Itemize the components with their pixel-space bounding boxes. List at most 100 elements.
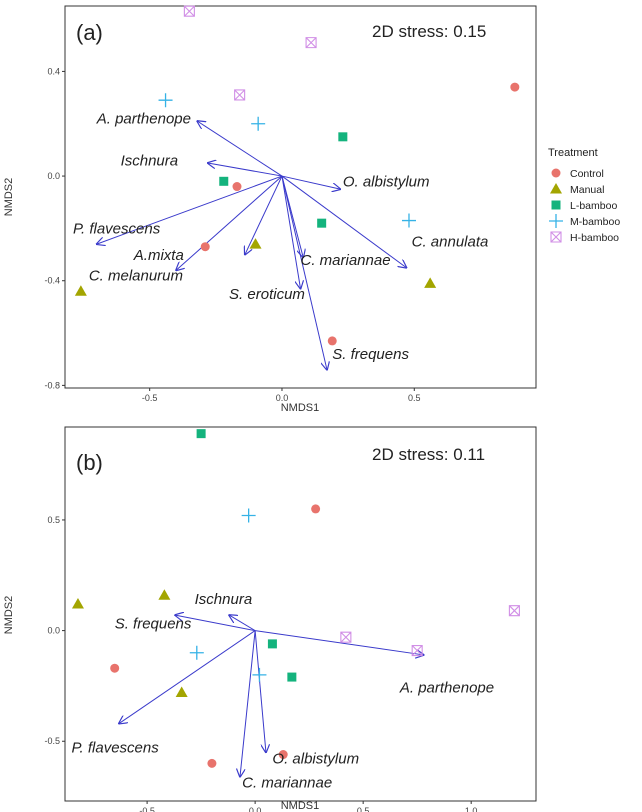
panel-a-point-h-bamboo-3: [234, 89, 246, 101]
panel-a-point-control-4: [327, 336, 337, 346]
panel-b-point-manual-3: [175, 686, 188, 698]
panel-a-vector-s-frequens: [281, 175, 327, 370]
panel-b-vector-a-parthenope: [255, 630, 424, 655]
panel-b-point-control-1: [311, 504, 321, 514]
panel-a-vector-label-c-melanurum: C. melanurum: [89, 268, 183, 285]
panel-b-ytick-label: 0.5: [47, 515, 60, 525]
panel-a-xlabel: NMDS1: [281, 402, 320, 414]
panel-b-vector-label-ischnura: Ischnura: [195, 591, 253, 608]
panel-a-vector-label-ischnura: Ischnura: [121, 153, 179, 170]
panel-a-point-m-bamboo-1: [158, 93, 173, 108]
legend-label-l-bamboo: L-bamboo: [570, 200, 617, 212]
panel-a-point-control-1: [510, 82, 520, 92]
panel-b-xtick-label: 1.0: [465, 806, 478, 812]
legend-key-l-bamboo: [551, 200, 561, 210]
panel-b-vector-s-frequens: [175, 615, 256, 632]
panel-a-vector-label-c-annulata: C. annulata: [412, 234, 489, 251]
panel-a-vector-c-melanurum: [245, 175, 283, 254]
panel-a-xtick-label: 0.5: [408, 393, 421, 403]
panel-b-point-h-bamboo-1: [340, 631, 352, 643]
panel-b-vector-label-a-parthenope: A. parthenope: [399, 680, 494, 697]
panel-a-ylabel: NMDS2: [3, 178, 15, 217]
panel-a-vector-label-a-mixta: A.mixta: [133, 247, 184, 264]
panel-b-label: (b): [76, 450, 103, 475]
panel-b-point-l-bamboo-2: [267, 639, 277, 649]
panel-b-stress: 2D stress: 0.11: [372, 445, 485, 464]
panel-a-label: (a): [76, 20, 103, 45]
panel-b-point-control-4: [278, 750, 288, 760]
panel-a-plot: -0.5 0.0 0.5 0.4 0.0 -0.4 -0.8 A. parthenope Is…: [3, 5, 537, 414]
panel-b-ytick-label: -0.5: [44, 736, 60, 746]
panel-a-vector-label-s-eroticum: S. eroticum: [229, 286, 305, 303]
panel-b-xtick-label: 0.5: [357, 806, 370, 812]
panel-a-vector-label-p-flavescens: P. flavescens: [73, 221, 161, 238]
legend-key-h-bamboo: [550, 231, 562, 243]
panel-a-frame: [64, 5, 537, 389]
panel-b-xtick-label: 0.0: [249, 806, 262, 812]
legend-key-m-bamboo: [549, 214, 563, 228]
panel-a-vector-o-albistylum: [281, 175, 340, 189]
panel-b-point-m-bamboo-2: [189, 645, 204, 660]
legend-title: Treatment: [548, 147, 598, 159]
panel-b-xtick-label: -0.5: [139, 806, 155, 812]
panel-b-vector-ischnura: [229, 615, 256, 632]
panel-a-xtick-label: -0.5: [142, 393, 158, 403]
panel-a-stress: 2D stress: 0.15: [372, 22, 486, 41]
panel-b-points: [71, 429, 520, 768]
panel-a-vector-label-c-mariannae: C. mariannae: [301, 252, 391, 269]
panel-b-point-manual-1: [71, 598, 84, 609]
panel-b-vector-label-p-flavescens: P. flavescens: [71, 739, 159, 756]
legend-key-manual: [550, 183, 562, 194]
panel-b-vector-label-c-mariannae: C. mariannae: [242, 775, 332, 792]
panel-b-point-h-bamboo-2: [411, 644, 423, 657]
panel-b-point-m-bamboo-3: [252, 667, 267, 682]
panel-a-point-m-bamboo-3: [401, 213, 416, 228]
legend-label-h-bamboo: H-bamboo: [570, 232, 619, 244]
panel-b-vectors: [119, 615, 424, 777]
panel-a-ytick-label: 0.0: [47, 171, 60, 181]
panel-b-point-manual-2: [158, 589, 171, 600]
panel-b-ylabel: NMDS2: [3, 596, 15, 635]
panel-a-vectors: [97, 121, 407, 370]
panel-b-ytick-label: 0.0: [47, 626, 60, 636]
panel-b-frame: [64, 426, 537, 802]
panel-a-point-m-bamboo-2: [251, 116, 266, 131]
panel-b-xlabel: NMDS1: [281, 800, 320, 812]
legend-items: Control Manual L-bamboo M-bamboo H-bamboo: [549, 168, 620, 244]
panel-a-vector-ischnura: [208, 163, 283, 177]
panel-b-point-control-2: [110, 663, 120, 673]
panel-a-point-control-2: [200, 242, 210, 252]
legend: Treatment Control Manual L-bamboo M-bamboo H…: [548, 147, 620, 244]
panel-a-point-control-3: [232, 182, 242, 192]
panel-a-vector-c-annulata: [281, 175, 406, 268]
panel-b-ticks: -0.5 0.0 0.5 1.0 0.5 0.0 -0.5: [44, 515, 477, 812]
panel-b-point-l-bamboo-3: [287, 672, 297, 682]
panel-a-vector-label-a-parthenope: A. parthenope: [96, 111, 191, 128]
panel-a-ytick-label: -0.8: [44, 380, 60, 390]
panel-a-vector-label-o-albistylum: O. albistylum: [343, 174, 430, 191]
panel-a-point-l-bamboo-1: [338, 132, 348, 142]
legend-key-control: [551, 168, 561, 178]
legend-label-m-bamboo: M-bamboo: [570, 216, 620, 228]
panel-a-xtick-label: 0.0: [276, 393, 289, 403]
panel-b-point-control-3: [207, 758, 217, 768]
panel-b-vector-c-mariannae: [240, 630, 256, 777]
panel-a-point-manual-2: [424, 277, 437, 288]
panel-a-vector-p-flavescens: [97, 175, 283, 244]
panel-a-vector-labels: A. parthenope Ischnura O. albistylum P. fla…: [73, 111, 488, 363]
panel-b-vector-label-s-frequens: S. frequens: [115, 615, 192, 632]
legend-label-control: Control: [570, 168, 604, 180]
panel-a-vector-a-parthenope: [197, 121, 283, 177]
panel-b-vector-label-o-albistylum: O. albistylum: [272, 750, 359, 767]
panel-a-point-h-bamboo-2: [305, 37, 317, 49]
panel-b-point-m-bamboo-1: [241, 508, 256, 523]
panel-a-point-manual-3: [74, 285, 87, 296]
panel-b-vector-o-albistylum: [254, 630, 266, 753]
panel-b-point-l-bamboo-1: [196, 429, 206, 439]
panel-a-point-manual-1: [249, 238, 262, 249]
panel-a-vector-label-s-frequens: S. frequens: [332, 346, 409, 363]
panel-a-vector-a-mixta: [176, 175, 283, 270]
